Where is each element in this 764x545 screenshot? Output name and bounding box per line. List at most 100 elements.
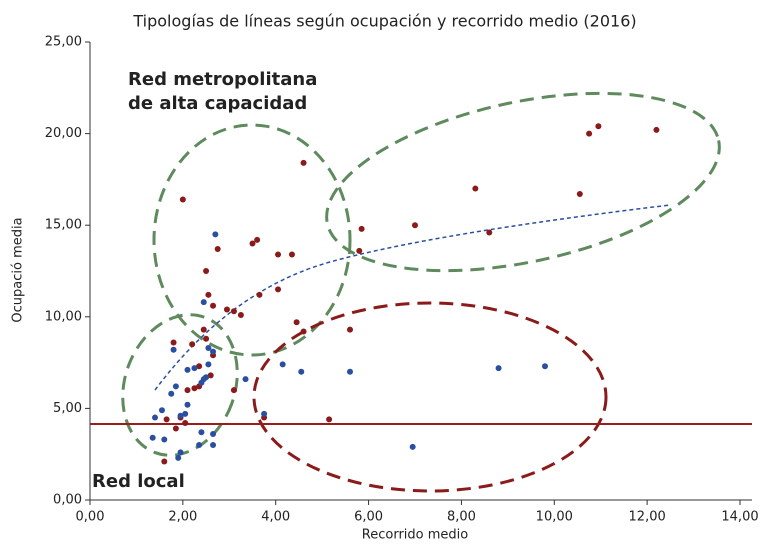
annotation: Red local	[92, 471, 185, 492]
point	[347, 368, 353, 375]
point	[205, 344, 212, 351]
point	[170, 339, 177, 346]
point	[179, 196, 186, 203]
point	[347, 326, 353, 333]
x-tick-label: 6,00	[354, 510, 383, 525]
point	[300, 159, 307, 166]
point	[203, 374, 210, 381]
y-tick-label: 10,00	[45, 309, 82, 324]
point	[196, 363, 203, 370]
group-ellipse	[325, 91, 721, 273]
point	[161, 458, 168, 465]
point	[279, 361, 286, 368]
annotation: de alta capacidad	[128, 93, 307, 114]
point	[203, 268, 210, 274]
point	[261, 410, 268, 417]
point	[223, 306, 230, 313]
point	[163, 416, 170, 423]
x-tick-label: 10,00	[536, 510, 573, 525]
point	[409, 443, 416, 450]
point	[191, 365, 198, 372]
point	[189, 341, 196, 348]
point	[191, 385, 198, 392]
point	[300, 328, 307, 335]
y-tick-label: 20,00	[45, 126, 82, 141]
point	[275, 286, 282, 293]
point	[288, 251, 295, 258]
point	[184, 366, 191, 373]
x-tick-label: 2,00	[168, 510, 197, 525]
point	[210, 348, 217, 355]
point	[495, 365, 502, 372]
point	[200, 326, 207, 333]
group-ellipse	[252, 301, 608, 493]
point	[161, 436, 168, 443]
point	[177, 412, 184, 419]
point	[210, 431, 217, 438]
point	[168, 390, 175, 397]
y-axis-label: Ocupació media	[11, 217, 26, 322]
point	[158, 407, 165, 414]
point	[149, 434, 156, 441]
trend-line	[154, 204, 671, 391]
point	[152, 414, 158, 421]
annotation: Red metropolitana	[128, 69, 317, 90]
point	[542, 363, 548, 370]
point	[207, 372, 214, 379]
point	[230, 387, 237, 394]
point	[198, 379, 205, 386]
point	[205, 361, 212, 368]
x-tick-label: 0,00	[76, 510, 105, 525]
group-ellipse	[152, 123, 352, 357]
point	[182, 410, 189, 417]
point	[576, 191, 583, 198]
group-ellipse	[121, 313, 239, 457]
point	[177, 449, 184, 456]
y-tick-label: 15,00	[45, 218, 82, 233]
point	[172, 383, 179, 390]
point	[175, 454, 182, 461]
point	[254, 236, 261, 243]
point	[275, 251, 282, 258]
y-tick-label: 25,00	[45, 35, 82, 50]
chart-title: Tipologías de líneas según ocupación y r…	[132, 12, 636, 31]
point	[200, 299, 207, 306]
point	[242, 376, 249, 383]
x-tick-label: 8,00	[447, 510, 476, 525]
point	[212, 231, 219, 238]
point	[249, 240, 256, 247]
point	[486, 229, 493, 236]
point	[182, 420, 189, 427]
point	[184, 401, 191, 408]
groupings	[121, 91, 721, 493]
x-tick-label: 4,00	[261, 510, 290, 525]
x-tick-label: 14,00	[721, 510, 758, 525]
point	[210, 442, 217, 449]
y-tick-label: 0,00	[53, 493, 82, 508]
point	[170, 346, 177, 353]
point	[205, 291, 212, 298]
point	[356, 247, 363, 254]
point	[298, 368, 305, 375]
point	[196, 442, 203, 449]
point	[198, 429, 205, 436]
point	[203, 335, 210, 342]
point	[172, 425, 179, 432]
point	[412, 222, 418, 229]
point	[472, 185, 479, 192]
point	[358, 225, 365, 232]
x-axis-label: Recorrido medio	[362, 528, 468, 543]
point	[586, 130, 593, 137]
point	[214, 246, 221, 253]
y-tick-label: 5,00	[53, 401, 82, 416]
point	[184, 387, 191, 394]
point	[230, 308, 237, 315]
point	[595, 123, 602, 130]
point	[256, 291, 263, 298]
point	[210, 302, 217, 309]
x-tick-label: 12,00	[629, 510, 666, 525]
point	[237, 311, 244, 318]
point	[653, 126, 660, 133]
point	[293, 319, 300, 326]
